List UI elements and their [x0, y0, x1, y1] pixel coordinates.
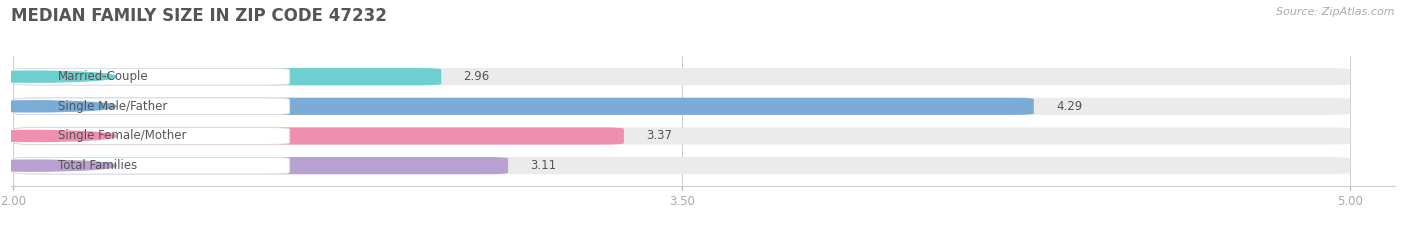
Circle shape	[0, 101, 117, 112]
FancyBboxPatch shape	[14, 157, 1350, 174]
Text: Total Families: Total Families	[58, 159, 138, 172]
Text: 3.11: 3.11	[530, 159, 557, 172]
FancyBboxPatch shape	[14, 157, 290, 174]
FancyBboxPatch shape	[14, 128, 290, 144]
Text: 2.96: 2.96	[464, 70, 489, 83]
FancyBboxPatch shape	[14, 68, 441, 85]
Text: Source: ZipAtlas.com: Source: ZipAtlas.com	[1277, 7, 1395, 17]
Text: 3.37: 3.37	[647, 130, 672, 143]
Text: 4.29: 4.29	[1056, 100, 1083, 113]
Text: MEDIAN FAMILY SIZE IN ZIP CODE 47232: MEDIAN FAMILY SIZE IN ZIP CODE 47232	[11, 7, 387, 25]
FancyBboxPatch shape	[14, 127, 1350, 145]
FancyBboxPatch shape	[14, 98, 1350, 115]
FancyBboxPatch shape	[14, 98, 1033, 115]
FancyBboxPatch shape	[14, 127, 624, 145]
FancyBboxPatch shape	[14, 98, 290, 115]
Circle shape	[0, 71, 117, 82]
FancyBboxPatch shape	[14, 157, 508, 174]
FancyBboxPatch shape	[14, 68, 290, 85]
Circle shape	[0, 130, 117, 141]
Text: Single Female/Mother: Single Female/Mother	[58, 130, 187, 143]
FancyBboxPatch shape	[14, 68, 1350, 85]
Text: Single Male/Father: Single Male/Father	[58, 100, 167, 113]
Text: Married-Couple: Married-Couple	[58, 70, 149, 83]
Circle shape	[0, 160, 117, 171]
